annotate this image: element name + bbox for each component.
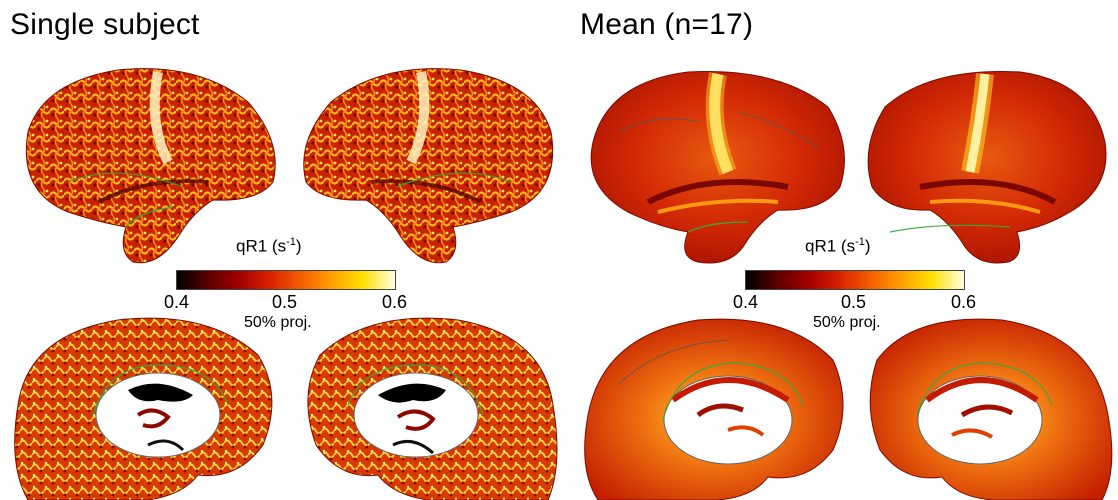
colorbar-single-subject: qR1 (s-1) 0.4 0.5 0.6 50% proj. xyxy=(164,236,416,331)
colorbar-gradient xyxy=(176,270,396,290)
brain-mean-lateral-right xyxy=(860,62,1118,272)
brain-single-medial-left xyxy=(8,305,283,500)
colorbar-projection-note: 50% proj. xyxy=(244,314,312,331)
brain-single-medial-right xyxy=(298,305,563,500)
colorbar-label: qR1 (s-1) xyxy=(236,236,302,256)
colorbar-tick-mid: 0.5 xyxy=(272,292,298,312)
brain-single-lateral-right xyxy=(296,62,571,272)
brain-single-lateral-left xyxy=(8,62,283,272)
panel-title-single-subject: Single subject xyxy=(10,8,200,41)
colorbar-gradient xyxy=(745,270,965,290)
brain-mean-lateral-left xyxy=(578,62,853,272)
colorbar-mean: qR1 (s-1) 0.4 0.5 0.6 50% proj. xyxy=(733,236,985,331)
colorbar-tick-max: 0.6 xyxy=(382,292,408,312)
colorbar-projection-note: 50% proj. xyxy=(813,314,881,331)
colorbar-tick-min: 0.4 xyxy=(733,292,759,312)
panel-title-mean: Mean (n=17) xyxy=(580,8,754,41)
colorbar-tick-max: 0.6 xyxy=(951,292,977,312)
brain-mean-medial-right xyxy=(862,305,1118,500)
colorbar-tick-mid: 0.5 xyxy=(841,292,867,312)
colorbar-tick-min: 0.4 xyxy=(164,292,190,312)
brain-mean-medial-left xyxy=(578,305,853,500)
colorbar-label: qR1 (s-1) xyxy=(805,236,871,256)
